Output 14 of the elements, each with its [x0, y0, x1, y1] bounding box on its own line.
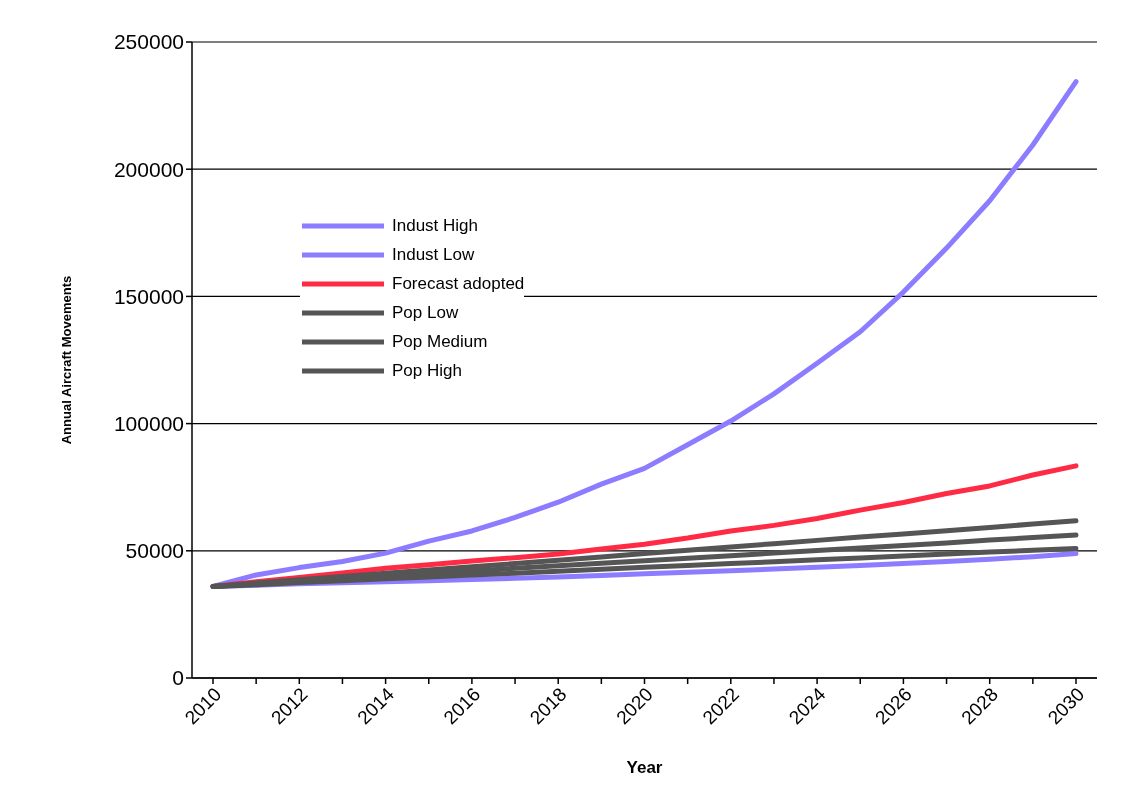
legend-label: Indust High — [392, 216, 478, 236]
legend-label: Pop Low — [392, 303, 459, 323]
y-tick-label: 250000 — [113, 30, 184, 54]
y-tick-label: 100000 — [113, 412, 184, 436]
x-axis-title: Year — [626, 758, 663, 777]
legend-label: Pop High — [392, 361, 462, 381]
y-tick-label: 0 — [172, 666, 184, 690]
y-tick-label: 200000 — [113, 157, 184, 181]
legend-label: Pop Medium — [392, 332, 488, 352]
y-axis-title: Annual Aircraft Movements — [58, 275, 74, 445]
legend-label: Indust Low — [392, 245, 475, 265]
y-tick-label: 150000 — [113, 284, 184, 308]
y-tick-label: 50000 — [125, 539, 184, 563]
legend-label: Forecast adopted — [392, 274, 525, 294]
